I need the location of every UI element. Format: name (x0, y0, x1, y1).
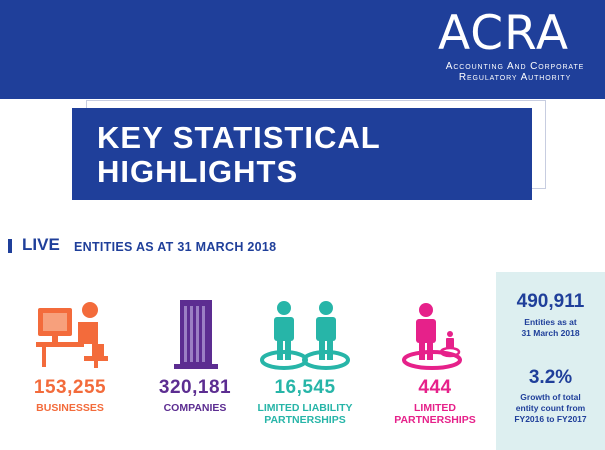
stat-value: 320,181 (158, 377, 232, 398)
org-name-line-1: Accounting And Corporate (445, 61, 585, 72)
total-entities-value: 490,911 (516, 291, 585, 312)
building-icon (174, 300, 218, 369)
org-name-line-2: Regulatory Authority (458, 72, 572, 83)
header-band (0, 0, 605, 99)
partner-with-small-partner-icon (402, 303, 462, 370)
stat-label-line-1: LIMITED LIABILITY (257, 402, 353, 414)
total-entities-caption-line-1: Entities as at (524, 317, 577, 327)
stat-label: COMPANIES (163, 402, 227, 414)
two-partners-icon (260, 301, 350, 370)
stat-label-line-1: LIMITED (414, 402, 456, 414)
section-live-label: LIVE (22, 235, 60, 254)
total-entities-caption-line-2: 31 March 2018 (521, 328, 580, 338)
stat-label-line-2: PARTNERSHIPS (394, 414, 476, 426)
title-box: KEY STATISTICAL HIGHLIGHTS (72, 108, 532, 200)
page-title-line-2: HIGHLIGHTS (97, 154, 299, 189)
growth-caption-line-2: entity count from (515, 403, 586, 413)
business-person-icon (36, 302, 108, 368)
growth-value: 3.2% (528, 367, 573, 388)
growth-caption-line-3: FY2016 to FY2017 (514, 414, 587, 424)
growth-caption-line-1: Growth of total (520, 392, 581, 402)
page-title-line-1: KEY STATISTICAL (97, 120, 381, 155)
section-subtitle: ENTITIES AS AT 31 MARCH 2018 (74, 240, 277, 254)
stat-label: BUSINESSES (36, 402, 104, 414)
stat-value: 16,545 (274, 377, 336, 398)
stat-value: 153,255 (33, 377, 107, 398)
stat-label-line-2: PARTNERSHIPS (264, 414, 346, 426)
acra-logo: ACRA (437, 6, 569, 61)
summary-panel: 490,911 Entities as at 31 March 2018 3.2… (496, 272, 605, 450)
section-marker (8, 239, 12, 253)
stat-value: 444 (418, 377, 452, 398)
